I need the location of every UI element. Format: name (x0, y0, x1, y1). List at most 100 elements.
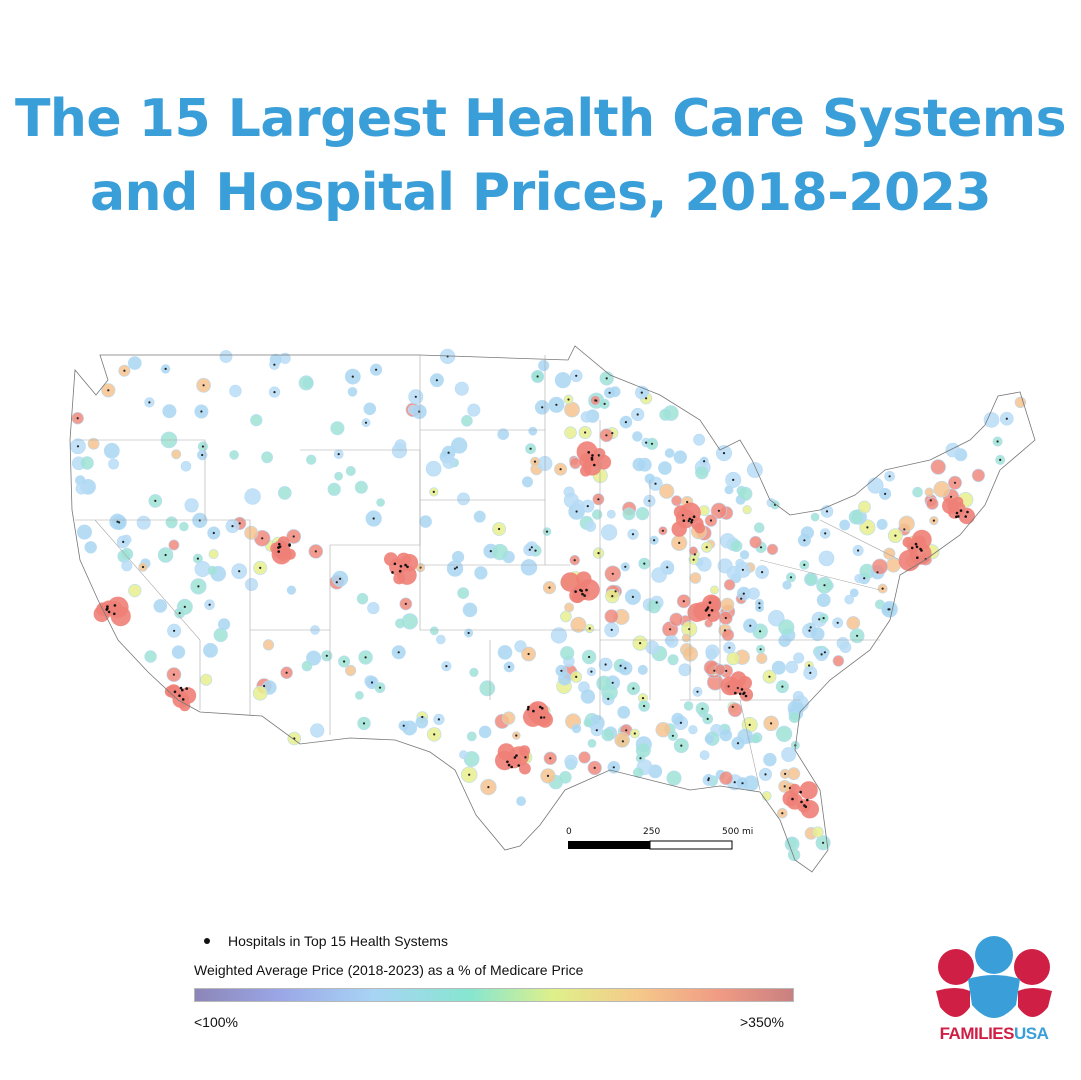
price-density-blob (667, 654, 679, 666)
price-density-blob (671, 495, 683, 507)
hospital-dot (595, 729, 598, 732)
hospital-dot (768, 675, 771, 678)
price-density-blob (467, 403, 481, 417)
hospital-dot (524, 756, 527, 759)
price-density-blob (128, 356, 142, 370)
price-density-blob (128, 583, 142, 598)
price-density-blob (747, 587, 760, 600)
hospital-dot (532, 709, 535, 713)
price-density-blob (497, 428, 510, 441)
price-density-blob (435, 634, 446, 645)
hospital-dot (759, 630, 762, 633)
hospital-dot (884, 492, 887, 495)
hospital-dot (824, 532, 827, 535)
price-density-blob (560, 610, 572, 623)
hospital-dot (173, 690, 177, 694)
price-density-blob (521, 476, 533, 488)
price-density-blob (609, 386, 621, 398)
hospital-dot (288, 543, 291, 546)
hospital-dot (894, 534, 897, 537)
price-density-blob (671, 712, 685, 726)
hospital-dot (744, 694, 748, 698)
hospital-dot (76, 417, 79, 420)
hospital-dot (653, 539, 656, 542)
hospital-dot (581, 592, 584, 596)
hospital-dot (343, 660, 346, 663)
price-density-blob (688, 725, 698, 735)
hospital-dot (781, 812, 784, 815)
price-density-blob (569, 457, 582, 470)
hospital-dot (645, 397, 648, 400)
hospital-dot (201, 445, 204, 448)
hospital-dot (733, 781, 736, 784)
price-density-blob (721, 628, 735, 642)
scale-label-250: 250 (643, 827, 660, 837)
price-density-blob (153, 599, 168, 613)
price-density-blob (782, 580, 792, 590)
hospital-dot (863, 577, 866, 580)
hospital-dot (929, 499, 932, 502)
hospital-dot (106, 605, 109, 608)
price-density-blob (345, 465, 356, 476)
hospital-dot (263, 684, 266, 688)
hospital-dot (498, 527, 501, 531)
hospital-dot (957, 515, 960, 518)
price-density-blob (723, 578, 736, 591)
price-density-blob (632, 457, 646, 472)
hospital-dot (619, 664, 622, 667)
hospital-dot (196, 557, 199, 560)
hotspot-blob (782, 790, 799, 807)
hospital-dot (759, 648, 762, 651)
hospital-dot (605, 434, 608, 437)
hospital-dot (748, 723, 751, 727)
hospital-dot (682, 519, 686, 522)
hospital-dot (703, 460, 706, 463)
price-density-blob (727, 702, 743, 718)
price-density-blob (665, 635, 679, 648)
price-density-blob (459, 750, 468, 760)
hotspot-blob (593, 448, 606, 460)
hospital-dot (640, 391, 643, 394)
hospital-dot (533, 460, 537, 463)
price-density-blob (812, 826, 824, 838)
price-density-blob (457, 587, 470, 599)
hospital-dot (590, 670, 593, 673)
price-density-blob (632, 767, 644, 778)
hospital-dot (513, 756, 517, 759)
hospital-dot (761, 571, 764, 574)
price-density-blob (103, 442, 120, 459)
hospital-dot (770, 722, 773, 725)
hospital-dot (118, 521, 121, 524)
price-density-blob (330, 421, 345, 436)
price-density-blob (442, 455, 456, 469)
price-density-blob (301, 660, 313, 672)
hospital-dot (741, 568, 745, 571)
hospital-dot (603, 402, 606, 405)
hospital-dot (701, 707, 704, 710)
hospital-dot (549, 757, 552, 760)
hospital-dot (736, 686, 739, 690)
hospital-dot (999, 458, 1002, 461)
hotspot-blob (799, 781, 818, 800)
hospital-dot (588, 655, 591, 659)
hospital-dot (679, 721, 683, 724)
hotspot-blob (166, 684, 181, 699)
hospital-dot (888, 608, 891, 611)
hospital-dot (624, 667, 627, 670)
price-density-blob (761, 791, 772, 801)
price-density-blob (804, 573, 818, 586)
price-density-blob (810, 627, 825, 642)
us-outline (69, 345, 1036, 873)
hospital-dot (759, 546, 763, 549)
hospital-dot (575, 675, 578, 679)
price-density-blob (473, 510, 486, 523)
price-density-blob (298, 375, 314, 391)
price-density-blob (429, 626, 439, 636)
hospital-dot (587, 451, 590, 454)
price-density-blob (601, 728, 615, 742)
price-density-blob (310, 723, 325, 738)
price-density-blob (699, 750, 710, 760)
scale-bar-white (649, 840, 733, 850)
price-density-blob (793, 652, 805, 664)
hospital-dot (555, 403, 558, 406)
